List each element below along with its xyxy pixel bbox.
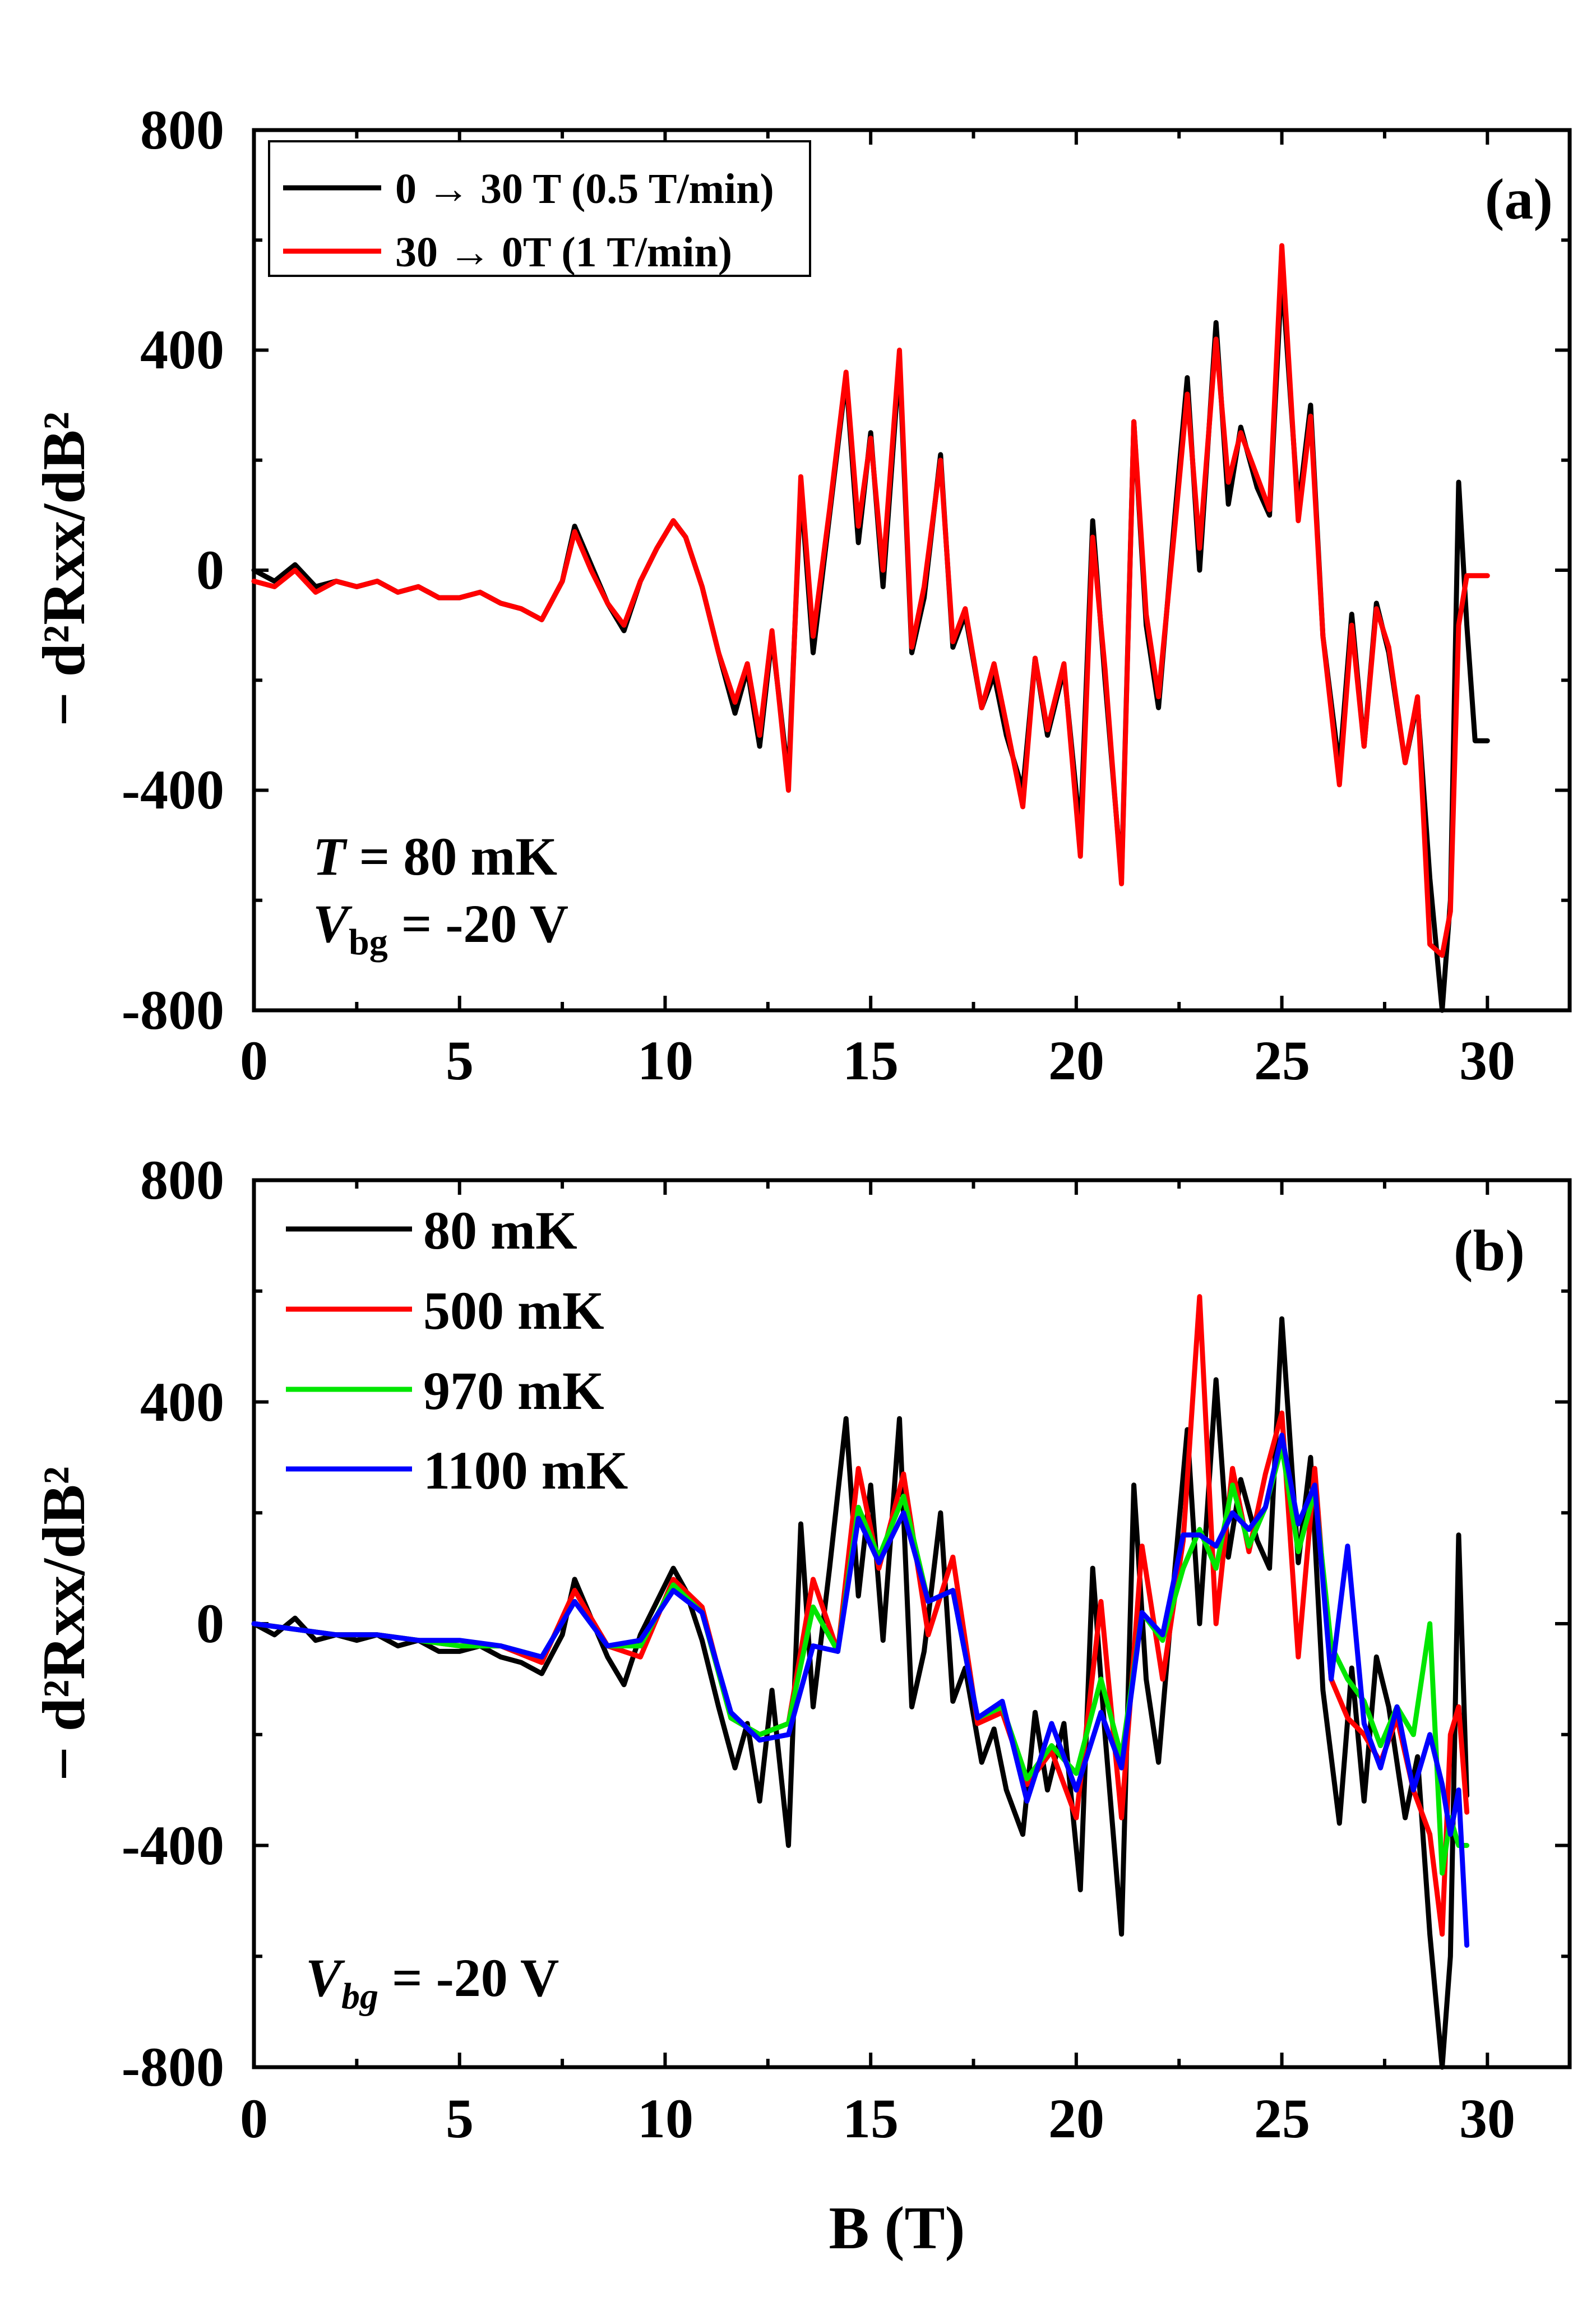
annot-sub-bg: bg	[341, 1976, 378, 2017]
panel-b-xtick-label: 30	[1459, 2087, 1515, 2150]
panel-a-legend-label-sweep-up: 0 → 30 T (0.5 T/min)	[395, 165, 774, 212]
panel-b-series-line-2	[251, 1444, 1470, 1876]
panel-b-series	[251, 1294, 1470, 2070]
panel-a-ytick-label: -400	[122, 759, 224, 821]
panel-a-ytick-label: 400	[140, 318, 224, 381]
panel-b-ticks	[252, 1179, 1570, 2069]
annot-var-v: V	[306, 1948, 345, 2008]
annot-var-t: T	[313, 826, 348, 886]
panel-b-ytick-label: 400	[140, 1371, 224, 1433]
panel-b: 800 400 0 -400 -800 0 5 10 15 20 25 30 −…	[31, 1149, 1572, 2262]
panel-a-temperature-annotation: T = 80 mK	[313, 826, 557, 886]
panel-b-ylabel: − d²Rxx/dB²	[31, 1466, 98, 1781]
panel-b-xtick-label: 5	[446, 2087, 474, 2150]
panel-b-xtick-label: 15	[843, 2087, 899, 2150]
panel-a-ylabel: − d²Rxx/dB²	[31, 412, 98, 726]
panel-b-ytick-label: 800	[140, 1149, 224, 1211]
panel-a-xtick-label: 10	[637, 1029, 693, 1092]
panel-b-series-line-3	[251, 1433, 1470, 1948]
panel-a-xtick-label: 15	[843, 1029, 899, 1092]
panel-a-series	[251, 243, 1490, 1013]
panel-a-legend-label-sweep-down: 30 → 0T (1 T/min)	[395, 229, 732, 276]
panel-b-label: (b)	[1454, 1218, 1525, 1283]
panel-b-legend: 80 mK 500 mK 970 mK 1100 mK	[286, 1200, 628, 1500]
panel-b-gate-annotation: Vbg = -20 V	[306, 1948, 559, 2017]
panel-b-xtick-label: 0	[240, 2087, 268, 2150]
panel-b-ytick-label: -400	[122, 1814, 224, 1877]
panel-b-legend-label-500mk: 500 mK	[423, 1281, 604, 1341]
panel-a-ytick-label: 800	[140, 99, 224, 161]
panel-b-xtick-label: 20	[1048, 2087, 1104, 2150]
panel-a-ytick-label: -800	[122, 979, 224, 1041]
x-axis-label: B (T)	[829, 2195, 965, 2262]
panel-a-label: (a)	[1485, 167, 1553, 232]
panel-a-xtick-label: 0	[240, 1029, 268, 1092]
panel-a-gate-annotation: Vbg = -20 V	[313, 894, 568, 963]
panel-b-legend-label-970mk: 970 mK	[423, 1361, 604, 1421]
panel-a-xtick-label: 20	[1048, 1029, 1104, 1092]
annot-sub-bg: bg	[349, 922, 388, 963]
panel-a-legend: 0 → 30 T (0.5 T/min) 30 → 0T (1 T/min)	[268, 140, 811, 277]
panel-a: 800 400 0 -400 -800 0 5 10 15 20 25 30 −…	[31, 99, 1572, 1092]
panel-a-xtick-label: 5	[446, 1029, 474, 1092]
annot-gate-value: = -20 V	[388, 894, 568, 954]
panel-b-xtick-label: 10	[637, 2087, 693, 2150]
panel-a-xtick-label: 25	[1254, 1029, 1310, 1092]
panel-a-xtick-label: 30	[1459, 1029, 1515, 1092]
annot-gate-value: = -20 V	[378, 1948, 559, 2008]
panel-b-ytick-label: -800	[122, 2036, 224, 2098]
panel-a-ytick-label: 0	[196, 539, 224, 601]
annot-var-v: V	[313, 894, 353, 954]
annot-temperature-value: = 80 mK	[346, 826, 557, 886]
panel-b-ytick-label: 0	[196, 1592, 224, 1655]
panel-b-legend-label-80mk: 80 mK	[423, 1200, 577, 1260]
panel-b-xtick-label: 25	[1254, 2087, 1310, 2150]
panel-b-legend-label-1100mk: 1100 mK	[423, 1440, 628, 1500]
panel-a-series-line-1	[251, 243, 1490, 958]
